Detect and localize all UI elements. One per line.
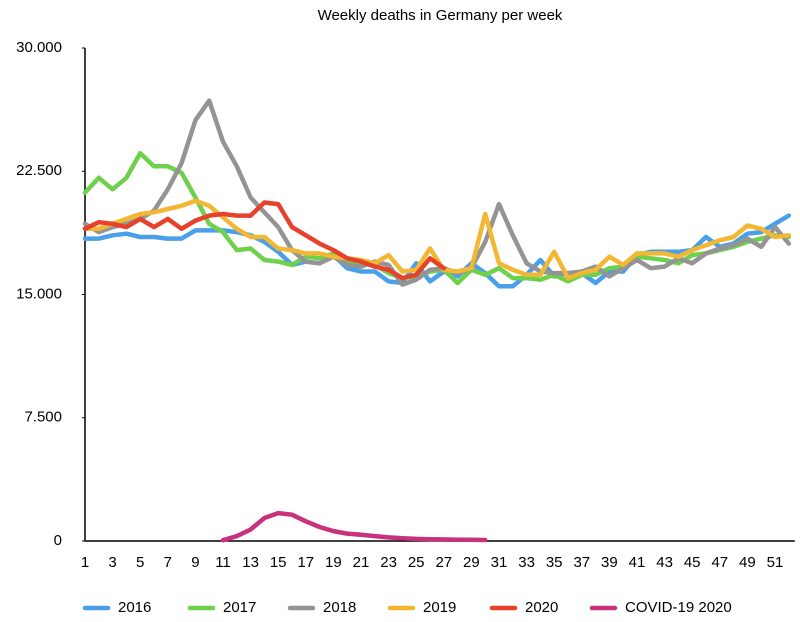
x-tick-label: 3 [108,554,116,571]
x-tick-label: 43 [656,554,673,571]
legend-label: COVID-19 2020 [625,599,732,616]
x-tick-label: 31 [491,554,508,571]
y-tick-label: 30.000 [16,39,62,56]
x-tick-label: 47 [711,554,728,571]
chart-title: Weekly deaths in Germany per week [318,7,563,24]
legend-label: 2016 [118,599,151,616]
x-tick-label: 35 [546,554,563,571]
x-tick-label: 5 [136,554,144,571]
x-tick-label: 25 [408,554,425,571]
series-line [82,198,792,281]
x-tick-label: 9 [191,554,199,571]
x-tick-label: 17 [297,554,314,571]
x-tick-label: 39 [601,554,618,571]
x-tick-label: 51 [767,554,784,571]
x-tick-label: 41 [629,554,646,571]
y-tick-label: 0 [54,532,62,549]
x-tick-label: 29 [463,554,480,571]
y-tick-label: 7.500 [24,409,62,426]
x-tick-label: 7 [164,554,172,571]
y-tick-label: 22.500 [16,162,62,179]
legend-label: 2017 [223,599,256,616]
series-line [82,213,792,289]
legend-label: 2018 [323,599,356,616]
series-line [82,200,447,281]
x-tick-label: 1 [81,554,89,571]
x-tick-label: 15 [270,554,287,571]
y-tick-label: 15.000 [16,285,62,302]
x-tick-label: 13 [242,554,259,571]
x-tick-label: 27 [435,554,452,571]
x-tick-label: 11 [215,554,231,571]
series-line [82,98,792,287]
x-tick-label: 21 [353,554,370,571]
x-tick-label: 49 [739,554,756,571]
legend-label: 2020 [525,599,558,616]
x-tick-label: 19 [325,554,342,571]
legend-label: 2019 [423,599,456,616]
x-tick-label: 37 [573,554,590,571]
x-tick-label: 23 [380,554,397,571]
x-tick-label: 45 [684,554,701,571]
series-line [220,510,488,543]
x-tick-label: 33 [518,554,535,571]
